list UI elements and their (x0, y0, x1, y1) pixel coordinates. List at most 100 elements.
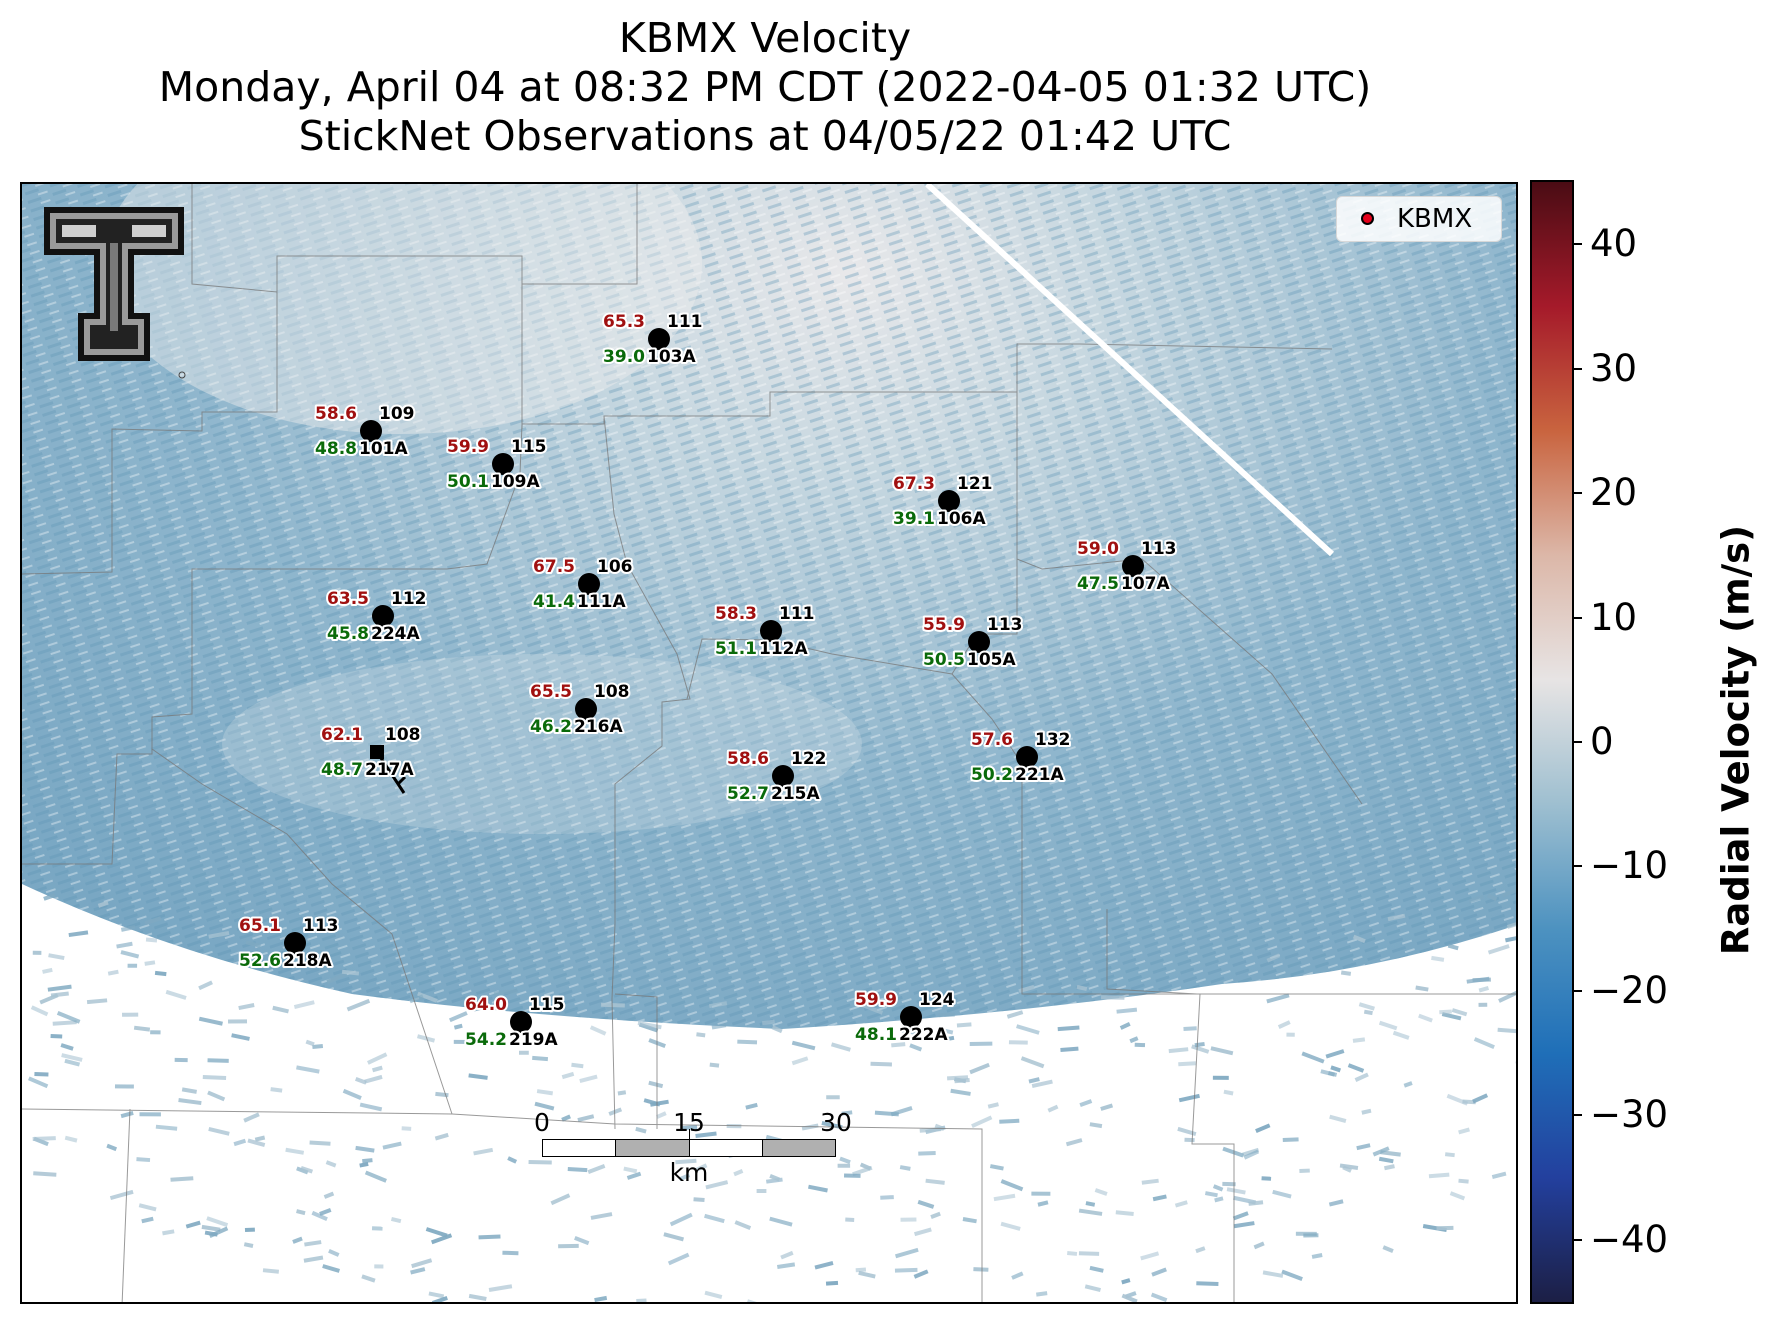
station-marker-icon (760, 620, 782, 642)
station-112A[interactable]: 58.3 111 51.1 112A (713, 602, 816, 661)
colorbar-tick-label: 30 (1590, 346, 1638, 390)
station-106A[interactable]: 67.3 121 39.1 106A (891, 472, 994, 531)
colorbar-tick (1574, 243, 1582, 246)
velocity-colorbar (1530, 180, 1574, 1304)
colorbar-label: Radial Velocity (m/s) (1714, 524, 1758, 956)
station-dewpoint: 39.0 (603, 347, 645, 367)
station-dewpoint: 52.6 (239, 951, 281, 971)
station-dewpoint: 50.5 (923, 650, 965, 670)
station-temperature: 59.0 (1077, 539, 1119, 559)
colorbar-tick (1574, 1114, 1582, 1117)
legend-label: KBMX (1397, 204, 1473, 234)
station-temperature: 59.9 (855, 990, 897, 1010)
station-dewpoint: 51.1 (715, 639, 757, 659)
station-dewpoint: 48.7 (321, 760, 363, 780)
station-pressure: 115 (529, 995, 565, 1015)
station-dewpoint: 41.4 (533, 592, 575, 612)
radar-map-canvas: 58.6 109 48.8 101A 65.3 111 39.0 103A 59.9 115 50.… (22, 184, 1516, 1302)
station-pressure: 108 (385, 725, 421, 745)
station-dewpoint: 47.5 (1077, 574, 1119, 594)
station-219A[interactable]: 64.0 115 54.2 219A (463, 993, 566, 1052)
station-marker-icon (492, 453, 514, 475)
station-224A[interactable]: 63.5 112 45.8 224A (325, 587, 428, 646)
station-id: 219A (509, 1030, 558, 1050)
station-temperature: 67.5 (533, 557, 575, 577)
station-pressure: 115 (511, 437, 547, 457)
station-dewpoint: 50.1 (447, 472, 489, 492)
station-109A[interactable]: 59.9 115 50.1 109A (445, 435, 548, 494)
station-marker-icon (938, 490, 960, 512)
station-marker-icon (648, 328, 670, 350)
station-id: 105A (967, 650, 1016, 670)
kbmx-marker-icon (1361, 212, 1374, 225)
station-id: 216A (574, 717, 623, 737)
colorbar-tick-label: −40 (1590, 1217, 1669, 1261)
station-pressure: 109 (379, 404, 415, 424)
station-id: 109A (491, 472, 540, 492)
scale-bar-tick (689, 1129, 690, 1139)
title-line-3: StickNet Observations at 04/05/22 01:42 … (298, 112, 1232, 160)
station-105A[interactable]: 55.9 113 50.5 105A (921, 613, 1024, 672)
station-107A[interactable]: 59.0 113 47.5 107A (1075, 537, 1178, 596)
station-temperature: 67.3 (893, 474, 935, 494)
station-id: 107A (1121, 574, 1170, 594)
station-pressure: 113 (303, 916, 339, 936)
station-101A[interactable]: 58.6 109 48.8 101A (313, 402, 416, 461)
station-marker-icon (1122, 555, 1144, 577)
station-pressure: 108 (594, 682, 630, 702)
station-222A[interactable]: 59.9 124 48.1 222A (853, 988, 957, 1047)
colorbar-tick (1574, 616, 1582, 619)
station-temperature: 62.1 (321, 725, 363, 745)
colorbar-tick (1574, 367, 1582, 370)
station-dewpoint: 54.2 (465, 1030, 507, 1050)
colorbar-tick-label: 10 (1590, 595, 1638, 639)
station-216A[interactable]: 65.5 108 46.2 216A (528, 680, 631, 739)
station-218A[interactable]: 65.1 113 52.6 218A (237, 914, 340, 973)
station-id: 106A (937, 509, 986, 529)
scale-bar: 0 15 30 km (534, 1109, 852, 1189)
title-line-1: KBMX Velocity (618, 14, 912, 62)
station-id: 221A (1015, 765, 1064, 785)
station-marker-icon (360, 420, 382, 442)
station-dewpoint: 48.8 (315, 439, 357, 459)
station-marker-icon (578, 573, 600, 595)
station-temperature: 65.5 (530, 682, 572, 702)
colorbar-tick-label: −20 (1590, 968, 1669, 1012)
station-id: 112A (759, 639, 808, 659)
station-dewpoint: 52.7 (727, 784, 769, 804)
station-217A[interactable]: 62.1 108 48.7 217A (319, 723, 423, 794)
scale-unit: km (669, 1158, 709, 1187)
station-pressure: 132 (1035, 730, 1071, 750)
colorbar-tick (1574, 989, 1582, 992)
station-pressure: 111 (779, 604, 815, 624)
station-temperature: 63.5 (327, 589, 369, 609)
colorbar-tick (1574, 1238, 1582, 1241)
station-temperature: 55.9 (923, 615, 965, 635)
station-marker-icon (372, 605, 394, 627)
station-215A[interactable]: 58.6 122 52.7 215A (725, 747, 828, 806)
station-id: 218A (283, 951, 332, 971)
colorbar-tick-label: 20 (1590, 471, 1638, 515)
station-dewpoint: 39.1 (893, 509, 935, 529)
station-dewpoint: 45.8 (327, 624, 369, 644)
station-111A[interactable]: 67.5 106 41.4 111A (531, 555, 634, 614)
station-id: 224A (371, 624, 420, 644)
station-221A[interactable]: 57.6 132 50.2 221A (969, 728, 1072, 787)
colorbar-tick (1574, 492, 1582, 495)
station-pressure: 106 (597, 557, 633, 577)
station-id: 215A (771, 784, 820, 804)
station-103A[interactable]: 65.3 111 39.0 103A (601, 310, 704, 369)
title-line-2: Monday, April 04 at 08:32 PM CDT (2022-0… (158, 63, 1372, 111)
station-pressure: 122 (791, 749, 827, 769)
station-pressure: 124 (919, 990, 955, 1010)
colorbar-tick-label: −10 (1590, 844, 1669, 888)
station-marker-icon (575, 698, 597, 720)
station-pressure: 113 (987, 615, 1023, 635)
radar-map[interactable]: 58.6 109 48.8 101A 65.3 111 39.0 103A 59.9 115 50.… (20, 182, 1518, 1304)
velocity-field (22, 184, 1516, 1029)
station-temperature: 58.6 (315, 404, 357, 424)
station-id: 111A (577, 592, 626, 612)
station-id: 217A (365, 760, 414, 780)
colorbar-tick-label: 40 (1590, 222, 1638, 266)
station-temperature: 58.3 (715, 604, 757, 624)
